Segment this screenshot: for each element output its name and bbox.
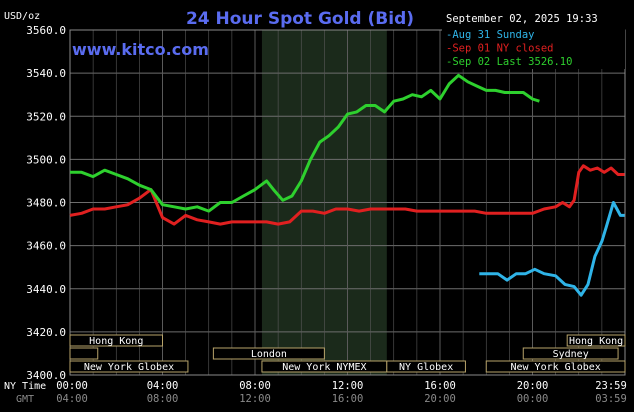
market-bar <box>386 360 466 373</box>
x-tick-label-gmt: 00:00 <box>517 393 549 405</box>
x-tick-label-ny: 20:00 <box>517 380 549 392</box>
x-tick-labels: 00:0004:0004:0008:0008:0012:0012:0016:00… <box>56 380 627 405</box>
y-tick-label: 3440.0 <box>26 283 66 296</box>
series-line <box>69 164 625 226</box>
plot-frame <box>69 29 626 376</box>
market-bar-label: New York NYMEX <box>282 362 366 373</box>
market-bar-label: London <box>251 349 287 360</box>
market-bar-label: NY Globex <box>399 362 453 373</box>
gmt-row-label: GMT <box>16 394 34 405</box>
x-tick-label-gmt: 12:00 <box>239 393 271 405</box>
market-bar-label: Hong Kong <box>569 336 623 347</box>
y-tick-label: 3540.0 <box>26 67 66 80</box>
market-bar-label: Hong Kong <box>89 336 143 347</box>
series-lines <box>69 73 625 297</box>
series-line <box>479 201 625 297</box>
x-tick-label-ny: 00:00 <box>56 380 88 392</box>
series-line <box>70 73 540 213</box>
x-tick-label-gmt: 04:00 <box>56 393 88 405</box>
market-bar-label: New York Globex <box>510 362 600 373</box>
y-axis-label: USD/oz <box>4 11 40 22</box>
market-bar <box>69 360 189 373</box>
legend-entry: -Sep 02 Last 3526.10 <box>446 56 572 68</box>
y-tick-label: 3480.0 <box>26 197 66 210</box>
x-tick-label-gmt: 16:00 <box>332 393 364 405</box>
y-tick-label: 3400.0 <box>26 369 66 382</box>
x-tick-label-ny: 04:00 <box>147 380 179 392</box>
market-bar-label: New York Globex <box>84 362 174 373</box>
x-tick-label-gmt: 08:00 <box>147 393 179 405</box>
x-tick-label-gmt: 03:59 <box>595 393 627 405</box>
legend: -Aug 31 Sunday -Sep 01 NY closed-Sep 02 L… <box>442 27 625 69</box>
watermark: www.kitco.com <box>72 40 209 59</box>
y-tick-label: 3420.0 <box>26 326 66 339</box>
legend-entry: -Sep 01 NY closed <box>446 43 553 55</box>
timestamp: September 02, 2025 19:33 <box>446 13 598 25</box>
market-bar <box>566 334 626 347</box>
x-tick-label-ny: 23:59 <box>595 380 627 392</box>
market-session-bars: Hong Kong Hong Kong London Sydney New York G… <box>69 334 626 373</box>
chart-title: 24 Hour Spot Gold (Bid) <box>186 9 414 29</box>
x-tick-label-ny: 08:00 <box>239 380 271 392</box>
y-tick-label: 3520.0 <box>26 110 66 123</box>
legend-entry: -Aug 31 Sunday <box>446 29 535 41</box>
market-bar <box>522 347 619 360</box>
x-tick-label-ny: 12:00 <box>332 380 364 392</box>
market-bar <box>69 347 99 360</box>
market-bar-label: Sydney <box>553 349 589 360</box>
y-tick-label: 3460.0 <box>26 240 66 253</box>
y-tick-labels: 3560.0 3540.0 3520.0 3500.0 3480.0 3460.0 3440… <box>26 24 66 382</box>
market-bar <box>212 347 325 360</box>
market-bar <box>485 360 626 373</box>
y-tick-label: 3500.0 <box>26 153 66 166</box>
x-tick-label-gmt: 20:00 <box>424 393 456 405</box>
market-bar <box>69 334 163 347</box>
x-tick-label-ny: 16:00 <box>424 380 456 392</box>
legend-box <box>442 27 625 69</box>
ny-time-row-label: NY Time <box>4 381 46 392</box>
y-tick-label: 3560.0 <box>26 24 66 37</box>
